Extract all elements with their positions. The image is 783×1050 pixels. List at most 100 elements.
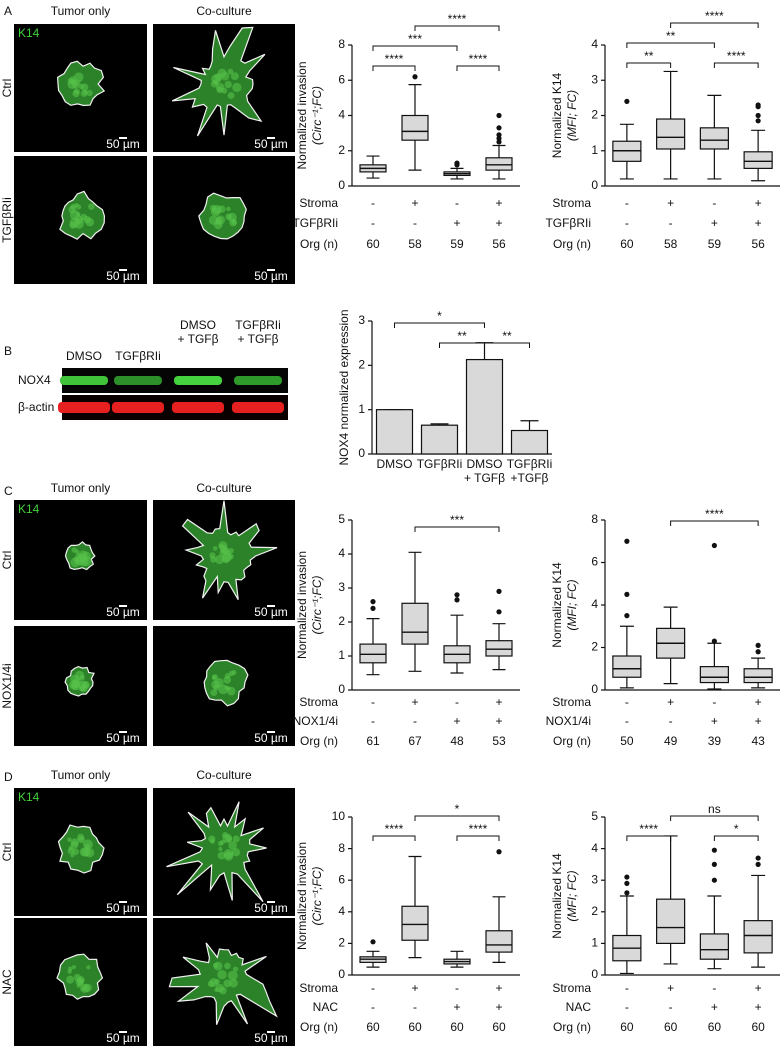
row-label: Ctrl	[0, 843, 14, 862]
outlier	[624, 874, 630, 880]
outlier	[496, 112, 502, 119]
condition-label: Org (n)	[553, 1020, 591, 1034]
whisker-high	[366, 155, 380, 165]
significance-label: **	[457, 329, 467, 343]
condition-value: +	[411, 196, 418, 210]
box	[743, 151, 773, 169]
bar	[465, 358, 504, 455]
scale-bar-label: 50 µm	[254, 1031, 288, 1045]
speckle	[222, 555, 230, 564]
panel-letter: D	[4, 770, 13, 784]
condition-value: +	[711, 714, 718, 728]
y-tick-label: 2	[591, 640, 598, 654]
speckle	[231, 670, 237, 676]
scale-bar-label: 50 µm	[106, 731, 140, 745]
stain-label: K14	[18, 790, 40, 804]
whisker-low	[663, 658, 678, 685]
whisker-low	[619, 677, 634, 689]
band	[112, 402, 164, 413]
significance-bracket	[484, 342, 530, 348]
box-group	[743, 855, 773, 968]
outlier	[711, 861, 717, 868]
speckle	[224, 673, 231, 679]
speckle	[76, 211, 81, 217]
box-group	[656, 70, 686, 180]
speckle	[227, 970, 238, 981]
outlier	[624, 538, 630, 544]
y-tick-label: 8	[338, 37, 345, 51]
significance-bracket	[414, 526, 500, 532]
significance-bracket	[670, 22, 759, 28]
whisker-high	[408, 551, 422, 604]
whisker-low	[707, 682, 722, 690]
condition-label: TGFβRIi	[545, 216, 591, 230]
column-header: Tumor only	[51, 768, 111, 782]
condition-value: 58	[408, 237, 422, 251]
whisker-high	[663, 606, 678, 629]
condition-value: +	[495, 714, 502, 728]
lane-label: DMSO + TGFβ	[177, 318, 219, 346]
significance-label: ****	[385, 52, 404, 66]
y-tick-label: 6	[591, 555, 598, 569]
outlier	[454, 597, 460, 603]
y-tick-label: 4	[338, 546, 345, 560]
box-group	[443, 160, 471, 180]
lane-label: TGFβRIi	[115, 349, 161, 363]
y-axis-label: Normalized invasion	[295, 842, 309, 950]
outlier	[624, 98, 630, 104]
condition-label: Stroma	[552, 981, 591, 995]
whisker-high	[707, 94, 722, 128]
box-group	[699, 94, 729, 180]
box-group	[443, 950, 471, 968]
lane-label: TGFβRIi + TGFβ	[235, 318, 281, 346]
speckle	[217, 969, 227, 980]
condition-value: -	[669, 714, 673, 728]
speckle	[232, 966, 239, 972]
whisker-low	[492, 952, 506, 963]
outlier	[711, 847, 717, 853]
y-tick-label: 0	[358, 446, 365, 460]
condition-value: 53	[492, 734, 506, 748]
condition-value: -	[712, 196, 716, 210]
condition-value: 56	[492, 237, 506, 251]
significance-bracket	[414, 25, 500, 31]
condition-value: +	[453, 216, 460, 230]
whisker-high	[751, 657, 766, 669]
outlier	[755, 118, 761, 124]
y-tick-label: 6	[338, 72, 345, 86]
speckle	[213, 961, 223, 971]
band	[58, 402, 110, 413]
speckle	[81, 985, 87, 992]
organoid	[166, 801, 267, 903]
speckle	[220, 839, 226, 845]
speckle	[70, 557, 81, 568]
y-tick-label: 3	[358, 313, 365, 327]
speckle	[72, 680, 81, 688]
condition-label: NOX1/4i	[293, 714, 338, 728]
speckle	[75, 204, 82, 210]
band-label: β-actin	[18, 400, 54, 414]
outlier	[624, 591, 630, 597]
condition-value: +	[495, 1000, 502, 1014]
condition-value: 60	[620, 1020, 634, 1034]
y-axis-note: (MFI; FC)	[565, 90, 579, 141]
column-header: Co-culture	[196, 768, 252, 782]
y-tick-label: 0	[338, 178, 345, 192]
whisker-high	[707, 642, 722, 667]
speckle	[230, 72, 239, 81]
whisker-high	[663, 835, 678, 900]
y-tick-label: 2	[591, 108, 598, 122]
box-group	[359, 939, 387, 968]
y-tick-label: 3	[338, 580, 345, 594]
y-tick-label: 2	[358, 358, 365, 372]
outlier	[755, 855, 761, 861]
outlier	[496, 849, 502, 855]
speckle	[212, 546, 218, 551]
micrograph: 50 µm	[14, 156, 147, 284]
box	[612, 655, 642, 678]
condition-value: -	[371, 216, 375, 230]
speckle	[223, 979, 232, 988]
condition-value: -	[712, 695, 716, 709]
significance-label: *	[437, 309, 442, 323]
y-tick-label: 0	[338, 682, 345, 696]
